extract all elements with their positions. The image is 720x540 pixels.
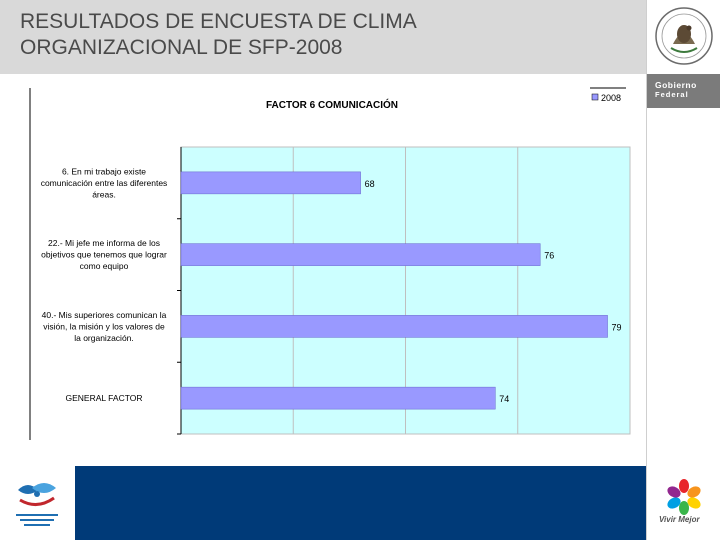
data-label: 76 (544, 251, 554, 261)
bar (180, 315, 608, 338)
gov-line-2: Federal (655, 90, 689, 99)
chart-area: 6. En mi trabajo existe comunicación entr… (28, 84, 638, 444)
category-label: 6. En mi trabajo existe comunicación entr… (41, 166, 168, 199)
category-label-line: comunicación entre las diferentes (41, 178, 168, 188)
category-label-line: 22.- Mi jefe me informa de los (48, 238, 160, 248)
category-label-line: 40.- Mis superiores comunican la (42, 310, 167, 320)
bar-chart: 6. En mi trabajo existe comunicación entr… (29, 87, 631, 440)
footer-band (75, 466, 646, 540)
gobierno-federal-band: Gobierno Federal (647, 74, 720, 108)
slide-title-line-1: RESULTADOS DE ENCUESTA DE CLIMA (20, 10, 417, 33)
bar (180, 386, 496, 410)
category-label: 22.- Mi jefe me informa de los objetivos … (41, 238, 167, 271)
vivir-mejor-label: Vivir Mejor (659, 515, 700, 524)
bar (180, 171, 361, 195)
category-label-line: GENERAL FACTOR (66, 393, 143, 403)
data-label: 68 (365, 179, 375, 189)
category-label-line: objetivos que tenemos que lograr (41, 250, 167, 260)
header-band (0, 0, 646, 74)
category-label: GENERAL FACTOR (66, 393, 143, 403)
category-label-line: áreas. (92, 189, 116, 199)
bar (180, 243, 541, 266)
slide-title-line-2: ORGANIZACIONAL DE SFP-2008 (20, 36, 343, 59)
category-label-line: visión, la misión y los valores de (43, 321, 165, 331)
gov-line-1: Gobierno (655, 80, 697, 90)
right-branding-panel: Gobierno Federal Vivir Mejor (646, 0, 720, 540)
gobierno-federal-logo: Gobierno Federal (655, 80, 697, 100)
institution-logo-icon (10, 476, 64, 536)
data-label: 74 (499, 394, 509, 404)
slide-title: RESULTADOS DE ENCUESTA DE CLIMA ORGANIZA… (20, 9, 620, 61)
legend-swatch (591, 93, 599, 101)
mexico-seal-icon (653, 4, 715, 68)
category-label: 40.- Mis superiores comunican la visión, … (42, 310, 167, 343)
vivir-mejor-flower-icon (659, 478, 709, 528)
category-label-line: la organización. (74, 333, 134, 343)
chart-title: FACTOR 6 COMUNICACIÓN (266, 98, 398, 111)
category-label-line: como equipo (80, 261, 129, 271)
legend-label: 2008 (601, 93, 621, 103)
category-label-line: 6. En mi trabajo existe (62, 166, 146, 176)
data-label: 79 (612, 322, 622, 332)
